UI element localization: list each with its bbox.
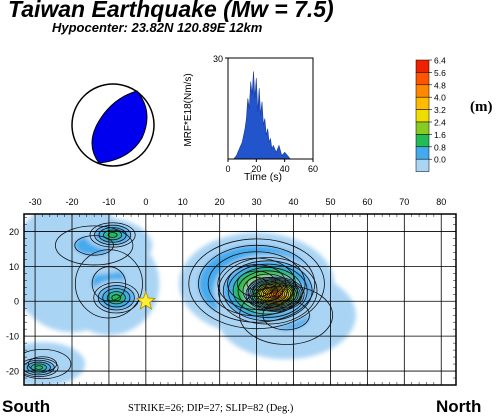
slip-x-tick-label: 60 — [362, 197, 372, 207]
slip-contour — [111, 294, 122, 302]
slip-contour — [232, 267, 303, 315]
slip-contour — [106, 291, 126, 305]
slip-contour — [24, 357, 59, 378]
slip-contour — [222, 260, 313, 322]
colorbar-tick-label: 5.6 — [434, 68, 446, 78]
slip-contour — [245, 276, 305, 312]
mrf-area-series — [233, 71, 291, 160]
colorbar-swatch — [415, 158, 430, 172]
slip-contour — [270, 291, 280, 297]
mrf-x-axis-label: Time (s) — [244, 171, 282, 183]
slip-contour — [261, 285, 290, 303]
slip-contour — [249, 278, 301, 310]
mrf-y-axis-label: MRF*E18(Nm/s) — [183, 73, 194, 146]
slip-contour — [227, 263, 308, 318]
colorbar-swatch — [415, 59, 430, 73]
slip-x-tick-label: -30 — [29, 197, 42, 207]
slip-contour — [253, 281, 297, 308]
slip-y-tick-label: 20 — [9, 227, 19, 237]
slip-contour — [102, 288, 131, 308]
slip-contour — [89, 222, 136, 248]
slip-contour — [255, 282, 295, 307]
slip-fill-level — [111, 294, 121, 301]
colorbar-tick-label: 1.6 — [434, 130, 446, 140]
slip-contour — [93, 282, 140, 314]
slip-contour — [94, 224, 132, 246]
slip-x-tick-label: 80 — [436, 197, 446, 207]
slip-y-tick-label: 10 — [9, 262, 19, 272]
page-title: Taiwan Earthquake (Mw = 7.5) — [8, 0, 334, 22]
beachball-compression-quadrant — [91, 90, 148, 164]
colorbar-tick-label: 3.2 — [434, 105, 446, 115]
slip-x-tick-label: 40 — [289, 197, 299, 207]
slip-contour — [107, 232, 118, 238]
colorbar-tick-label: 0.8 — [434, 142, 446, 152]
slip-contour — [24, 359, 55, 376]
slip-x-tick-label: 50 — [325, 197, 335, 207]
mrf-x-tick-label: 40 — [280, 164, 290, 174]
slip-contour — [257, 283, 293, 305]
slip-x-tick-label: 30 — [252, 197, 262, 207]
slip-x-tick-label: 20 — [215, 197, 225, 207]
colorbar-tick-label: 2.4 — [434, 118, 446, 128]
slip-fill-level — [34, 365, 43, 370]
slip-plot-frame — [23, 213, 457, 386]
slip-contour — [251, 280, 299, 309]
slip-colorbar: 6.4 5.6 4.8 4.0 3.2 2.4 1.6 0.8 0.0 — [415, 56, 446, 172]
slip-contour — [259, 284, 291, 304]
mrf-x-tick-label: 60 — [308, 164, 318, 174]
south-direction-label: South — [2, 397, 51, 416]
slip-contour — [26, 361, 51, 374]
slip-y-tick-label: 0 — [14, 297, 19, 307]
mrf-plot-frame — [227, 57, 314, 160]
colorbar-swatch — [415, 96, 430, 110]
colorbar-swatch — [415, 72, 430, 86]
slip-contour — [272, 292, 278, 296]
slip-contour — [97, 285, 135, 311]
slip-contour — [264, 288, 286, 301]
slip-x-tick-label: 70 — [399, 197, 409, 207]
mrf-x-tick-label: 20 — [251, 164, 261, 174]
colorbar-tick-label: 4.8 — [434, 80, 446, 90]
colorbar-swatch — [415, 121, 430, 135]
slip-contour — [217, 257, 318, 325]
fault-parameters-label: STRIKE=26; DIP=27; SLIP=82 (Deg.) — [128, 403, 294, 414]
mrf-y-tick-label: 30 — [213, 54, 223, 64]
slip-x-tick-label: -20 — [65, 197, 78, 207]
north-direction-label: North — [436, 397, 482, 416]
colorbar-swatch — [415, 109, 430, 123]
slip-contour — [103, 229, 123, 241]
colorbar-swatch — [415, 134, 430, 148]
slip-contour — [268, 290, 282, 299]
colorbar-tick-label: 0.0 — [434, 155, 446, 165]
slip-x-tick-label: 10 — [178, 197, 188, 207]
slip-contour — [98, 227, 127, 243]
hypocenter-label: Hypocenter: 23.82N 120.89E 12km — [52, 20, 263, 35]
focal-mechanism-beachball — [71, 83, 155, 167]
slip-fill-level — [108, 232, 118, 238]
colorbar-swatch — [415, 146, 430, 160]
colorbar-tick-label: 4.0 — [434, 93, 446, 103]
colorbar-swatch — [415, 84, 430, 98]
slip-contour — [24, 349, 72, 380]
slip-contour — [74, 235, 114, 256]
colorbar-tick-label: 6.4 — [434, 56, 446, 66]
slip-distribution-map: -30 -20 -10 0 10 20 30 40 50 60 70 80 20 10 0 -10 -20 — [6, 197, 457, 386]
mrf-x-tick-label: 0 — [225, 164, 230, 174]
hypocenter-star-icon — [135, 290, 156, 310]
slip-contour — [54, 225, 134, 266]
slip-x-tick-label: -10 — [102, 197, 115, 207]
slip-contour — [247, 277, 303, 311]
moment-rate-function-chart: 0 20 40 60 30 MRF*E18(Nm/s) Time (s) — [183, 54, 318, 183]
slip-contour — [266, 289, 284, 300]
slip-y-tick-label: -20 — [6, 367, 19, 377]
colorbar-unit-label: (m) — [470, 99, 493, 115]
slip-x-tick-label: 0 — [143, 197, 148, 207]
slip-y-tick-label: -10 — [6, 332, 19, 342]
